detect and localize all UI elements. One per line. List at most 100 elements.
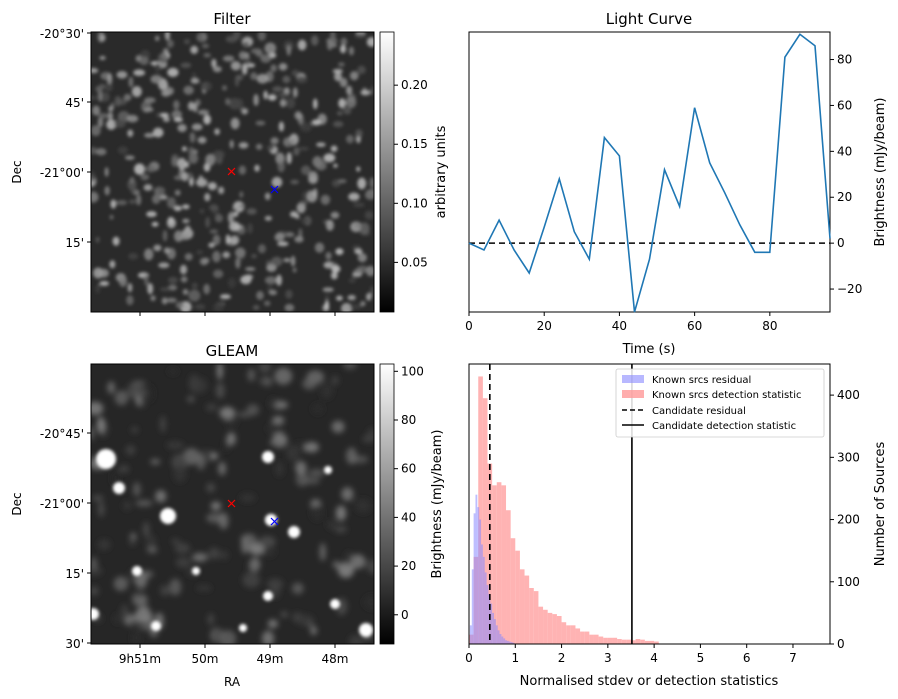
filter-noise-blob: [189, 132, 196, 143]
filter-noise-blob: [100, 92, 110, 103]
gleam-noise-blob: [91, 401, 104, 416]
histogram-bar: [603, 637, 608, 644]
filter-noise-blob: [91, 95, 98, 100]
histogram-bar: [621, 639, 627, 644]
gleam-noise-blob: [258, 364, 272, 373]
filter-noise-blob: [171, 157, 179, 167]
gleam-noise-blob: [218, 512, 229, 530]
filter-noise-blob: [335, 248, 344, 255]
filter-noise-blob: [197, 136, 207, 144]
filter-noise-blob: [177, 123, 187, 133]
histogram-bar: [501, 636, 504, 644]
histogram-bar: [508, 641, 511, 644]
histogram-bar: [492, 485, 497, 644]
gleam-comparison-marker: [270, 517, 279, 526]
gleam-noise-blob: [113, 613, 120, 625]
filter-noise-blob: [316, 142, 326, 148]
filter-noise-blob: [199, 257, 209, 266]
gleam-noise-blob: [146, 546, 158, 554]
filter-noise-blob: [357, 253, 367, 263]
histogram-bar: [566, 625, 571, 644]
legend-swatch-detection: [622, 390, 644, 398]
filter-noise-blob: [353, 268, 363, 275]
filter-noise-blob: [114, 118, 126, 128]
gleam-panel: GLEAM -20°45' -21°00': [10, 342, 445, 689]
filter-noise-blob: [255, 120, 266, 126]
filter-noise-blob: [205, 216, 210, 228]
gleam-noise-blob: [210, 452, 219, 460]
filter-noise-blob: [182, 146, 187, 152]
light-curve-x-tick-label: 20: [537, 319, 552, 333]
gleam-noise-blob: [187, 395, 195, 403]
filter-noise-blob: [144, 274, 149, 286]
filter-noise-blob: [166, 39, 174, 48]
gleam-noise-blob: [310, 626, 317, 635]
filter-noise-blob: [203, 114, 211, 125]
gleam-noise-blob: [275, 461, 284, 477]
gleam-noise-blob: [92, 494, 104, 502]
filter-noise-blob: [320, 194, 331, 205]
filter-noise-blob: [286, 97, 296, 109]
filter-noise-blob: [241, 108, 249, 115]
filter-noise-blob: [340, 302, 353, 312]
histogram-bar: [469, 625, 472, 644]
filter-noise-blob: [98, 268, 109, 278]
filter-noise-blob: [256, 290, 264, 300]
filter-noise-blob: [330, 211, 340, 219]
gleam-noise-blob: [142, 521, 150, 538]
histogram-bar: [482, 398, 488, 644]
filter-noise-blob: [290, 255, 296, 267]
filter-noise-blob: [214, 214, 224, 223]
filter-comparison-marker: [270, 185, 279, 194]
filter-noise-blob: [284, 303, 295, 312]
filter-noise-blob: [266, 144, 275, 151]
filter-noise-blob: [171, 110, 183, 120]
filter-noise-blob: [162, 48, 169, 53]
filter-noise-blob: [322, 287, 334, 293]
filter-noise-blob: [187, 101, 195, 111]
filter-noise-blob: [234, 74, 240, 87]
filter-noise-blob: [300, 165, 311, 176]
filter-noise-blob: [282, 75, 291, 84]
filter-noise-blob: [359, 222, 370, 235]
gleam-noise-blob: [128, 535, 136, 547]
filter-noise-blob: [197, 109, 210, 115]
filter-noise-blob: [348, 46, 355, 56]
gleam-noise-blob: [91, 426, 95, 441]
filter-noise-blob: [239, 191, 244, 198]
gleam-noise-blob: [219, 550, 229, 561]
gleam-noise-blob: [196, 584, 212, 592]
filter-noise-blob: [99, 281, 110, 287]
filter-noise-blob: [299, 200, 308, 205]
filter-noise-blob: [158, 262, 170, 269]
gleam-noise-blob: [196, 454, 206, 470]
filter-noise-blob: [296, 202, 306, 214]
gleam-noise-blob: [242, 572, 261, 589]
histogram-bar: [547, 612, 553, 644]
gleam-colorbar-tick-label: 100: [401, 364, 424, 378]
gleam-noise-blob: [346, 447, 357, 465]
gleam-noise-blob: [219, 406, 236, 420]
gleam-ra-tick-label: 50m: [192, 652, 219, 666]
filter-noise-blob: [313, 98, 318, 110]
histogram-bar: [529, 588, 534, 644]
filter-noise-blob: [222, 55, 235, 62]
filter-noise-blob: [91, 171, 96, 182]
filter-noise-blob: [203, 53, 211, 58]
light-curve-ylabel: Brightness (mJy/beam): [873, 98, 888, 247]
filter-noise-blob: [314, 242, 325, 253]
filter-noise-blob: [124, 155, 135, 160]
filter-title: Filter: [213, 10, 251, 28]
filter-noise-blob: [339, 77, 348, 88]
gleam-noise-blob: [218, 461, 227, 476]
filter-noise-blob: [128, 252, 139, 260]
filter-noise-blob: [150, 74, 163, 84]
gleam-noise-blob: [319, 543, 326, 562]
gleam-noise-blob: [261, 630, 275, 644]
filter-noise-blob: [312, 188, 318, 198]
histogram-bar: [506, 640, 509, 644]
filter-noise-blob: [175, 301, 185, 309]
filter-noise-blob: [324, 295, 330, 300]
filter-noise-blob: [267, 94, 277, 101]
filter-noise-blob: [286, 44, 291, 56]
